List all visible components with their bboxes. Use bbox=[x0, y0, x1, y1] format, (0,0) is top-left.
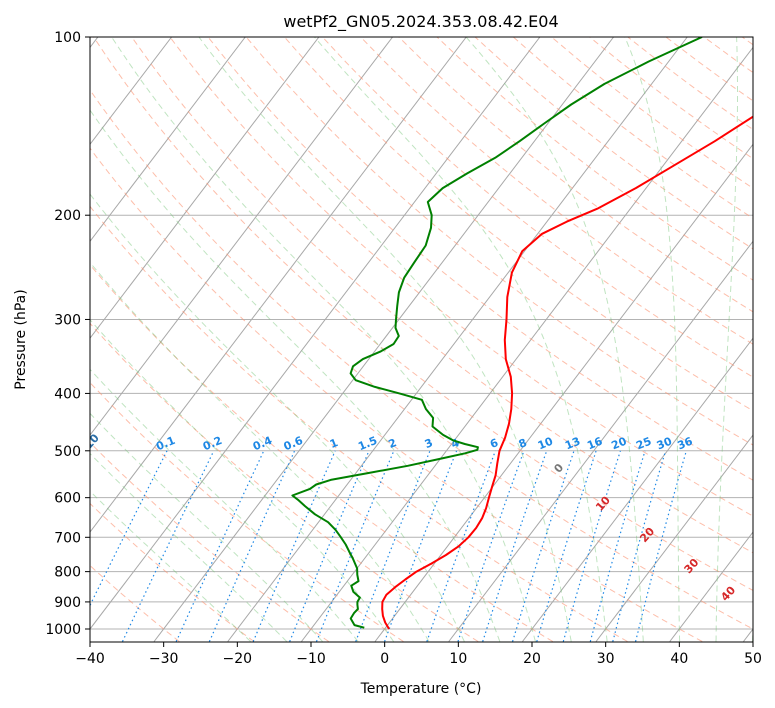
mixing-ratio-label: 13 bbox=[563, 435, 582, 453]
mixing-ratio-label: 20 bbox=[610, 435, 629, 453]
mixing-ratio-line bbox=[589, 450, 646, 642]
mixing-ratio-label: 1 bbox=[328, 436, 340, 451]
moist-adiabat-line bbox=[90, 452, 288, 642]
isotherm-line bbox=[227, 37, 688, 642]
y-tick-label: 1000 bbox=[45, 622, 81, 638]
isotherm-line bbox=[669, 531, 753, 642]
moist-adiabat-line bbox=[715, 37, 738, 642]
dry-adiabat-line bbox=[90, 381, 404, 642]
mixing-ratio-line bbox=[482, 450, 548, 642]
x-tick-label: −20 bbox=[223, 651, 253, 667]
x-tick-label: 50 bbox=[744, 651, 762, 667]
mixing-ratio-line bbox=[457, 450, 525, 642]
moist-adiabat-line bbox=[90, 261, 430, 642]
mixing-ratio-line bbox=[175, 450, 265, 642]
isotherm-line bbox=[90, 37, 467, 533]
isotherm-line bbox=[90, 37, 172, 146]
y-axis-label: Pressure (hPa) bbox=[13, 289, 29, 389]
temperature-profile-line bbox=[381, 115, 753, 630]
moist-adiabat-line bbox=[90, 318, 394, 642]
chart-title: wetPf2_GN05.2024.353.08.42.E04 bbox=[283, 12, 558, 32]
mixing-ratio-label: 25 bbox=[634, 435, 653, 453]
x-tick-label: 0 bbox=[380, 651, 389, 667]
mixing-ratio-line bbox=[562, 450, 621, 642]
x-tick-label: −30 bbox=[149, 651, 179, 667]
dry-adiabat-line bbox=[284, 37, 753, 412]
isotherm-line bbox=[153, 37, 614, 642]
mixing-ratio-label: 36 bbox=[675, 435, 694, 453]
x-tick-label: 40 bbox=[670, 651, 688, 667]
mixing-ratio-label: 10 bbox=[536, 435, 555, 453]
y-tick-label: 200 bbox=[54, 208, 81, 224]
mixing-ratio-label: 16 bbox=[585, 435, 604, 453]
isotherm-line bbox=[374, 143, 753, 642]
isotherm-line bbox=[90, 37, 246, 243]
mixing-ratio-line bbox=[90, 450, 168, 607]
mixing-ratio-line bbox=[315, 450, 395, 642]
isotherm-line bbox=[90, 37, 320, 340]
x-axis: −40 −30 −20 −10 0 10 20 30 40 50 bbox=[75, 642, 762, 667]
moist-adiabat-line bbox=[198, 37, 572, 642]
plot-frame bbox=[89, 36, 754, 643]
y-tick-label: 700 bbox=[54, 530, 81, 546]
profile-series bbox=[291, 37, 753, 630]
mixing-ratio-label: 2 bbox=[387, 436, 399, 451]
moist-adiabat-line bbox=[90, 412, 323, 642]
isotherm-line bbox=[90, 37, 393, 436]
y-tick-label: 500 bbox=[54, 444, 81, 460]
moist-adiabat-line bbox=[90, 109, 501, 642]
isotherm-line bbox=[522, 337, 753, 642]
x-tick-label: 10 bbox=[449, 651, 467, 667]
mixing-ratio-label: 30 bbox=[655, 435, 674, 453]
dewpoint-profile-line bbox=[291, 37, 703, 629]
isotherm-line bbox=[595, 434, 753, 642]
moist-adiabat-line bbox=[90, 490, 251, 642]
y-tick-label: 400 bbox=[54, 386, 81, 402]
moist-adiabat-line bbox=[90, 368, 359, 642]
mixing-ratio-line bbox=[121, 450, 215, 642]
dry-adiabat-label: -20 bbox=[0, 398, 12, 422]
plot-background bbox=[90, 37, 753, 642]
moist-adiabat-line bbox=[624, 37, 681, 642]
y-tick-label: 900 bbox=[54, 595, 81, 611]
mixing-ratio-label: 3 bbox=[423, 436, 435, 451]
moist-adiabat-line bbox=[465, 37, 644, 642]
y-tick-label: 800 bbox=[54, 565, 81, 581]
moist-adiabat-line bbox=[111, 37, 536, 642]
x-tick-label: 30 bbox=[597, 651, 615, 667]
moist-adiabat-line bbox=[90, 193, 465, 642]
isotherm-line bbox=[90, 37, 541, 630]
dry-adiabat-line bbox=[90, 147, 703, 642]
dry-adiabat-line bbox=[90, 205, 628, 642]
y-tick-label: 600 bbox=[54, 491, 81, 507]
y-axis: 1000 900 800 700 600 500 400 300 200 100 bbox=[45, 30, 90, 638]
x-tick-label: −40 bbox=[75, 651, 105, 667]
x-axis-label: Temperature (°C) bbox=[360, 681, 482, 697]
x-tick-label: 20 bbox=[523, 651, 541, 667]
mixing-ratio-line bbox=[355, 450, 431, 642]
mixing-ratio-line bbox=[536, 450, 597, 642]
mixing-ratio-line bbox=[512, 450, 575, 642]
y-tick-label: 100 bbox=[54, 30, 81, 46]
dry-adiabat-line bbox=[207, 37, 753, 481]
y-tick-label: 300 bbox=[54, 312, 81, 328]
moist-adiabat-line bbox=[314, 37, 608, 642]
dry-adiabat-line bbox=[245, 37, 753, 446]
x-tick-label: −10 bbox=[296, 651, 326, 667]
mixing-ratio-label: 8 bbox=[517, 436, 529, 451]
dry-adiabat-line bbox=[322, 37, 753, 378]
moist-adiabat-line bbox=[752, 617, 753, 642]
background-lines bbox=[90, 37, 753, 642]
isotherm-line bbox=[448, 240, 753, 642]
